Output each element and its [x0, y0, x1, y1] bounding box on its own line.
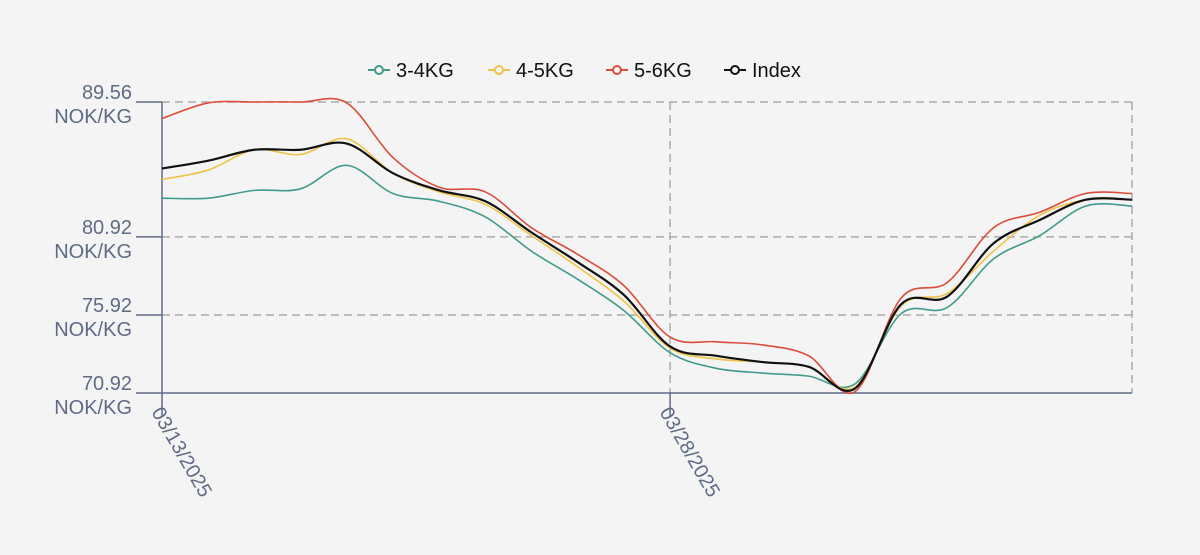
legend-item-3-4kg: 3-4KG — [368, 60, 454, 82]
y-tick-unit: NOK/KG — [54, 397, 132, 419]
grid — [162, 101, 1133, 393]
y-tick-unit: NOK/KG — [54, 106, 132, 128]
legend-label: Index — [752, 60, 801, 82]
series-group — [161, 97, 1133, 395]
legend-marker — [730, 65, 740, 75]
legend: 3-4KG 4-5KG 5-6KG Index — [368, 60, 801, 82]
axes: 70.92NOK/KG75.92NOK/KG80.92NOK/KG89.56NO… — [54, 82, 1132, 501]
series-line-3-4kg — [161, 164, 1133, 389]
x-tick-label: 03/13/2025 — [147, 403, 216, 501]
series-line-5-6kg — [161, 97, 1133, 395]
y-tick-unit: NOK/KG — [54, 319, 132, 341]
legend-item-5-6kg: 5-6KG — [606, 60, 692, 82]
series-line-4-5kg — [161, 137, 1133, 390]
legend-item-index: Index — [724, 60, 801, 82]
y-tick-unit: NOK/KG — [54, 241, 132, 263]
y-tick-label: 80.92 — [82, 217, 132, 239]
legend-label: 4-5KG — [516, 60, 574, 82]
legend-label: 3-4KG — [396, 60, 454, 82]
y-tick-label: 75.92 — [82, 295, 132, 317]
legend-marker — [494, 65, 504, 75]
x-tick-label: 03/28/2025 — [655, 403, 724, 501]
series-line-index — [161, 141, 1133, 392]
legend-item-4-5kg: 4-5KG — [488, 60, 574, 82]
legend-marker — [612, 65, 622, 75]
y-tick-label: 89.56 — [82, 82, 132, 104]
y-tick-label: 70.92 — [82, 373, 132, 395]
legend-label: 5-6KG — [634, 60, 692, 82]
legend-marker — [374, 65, 384, 75]
